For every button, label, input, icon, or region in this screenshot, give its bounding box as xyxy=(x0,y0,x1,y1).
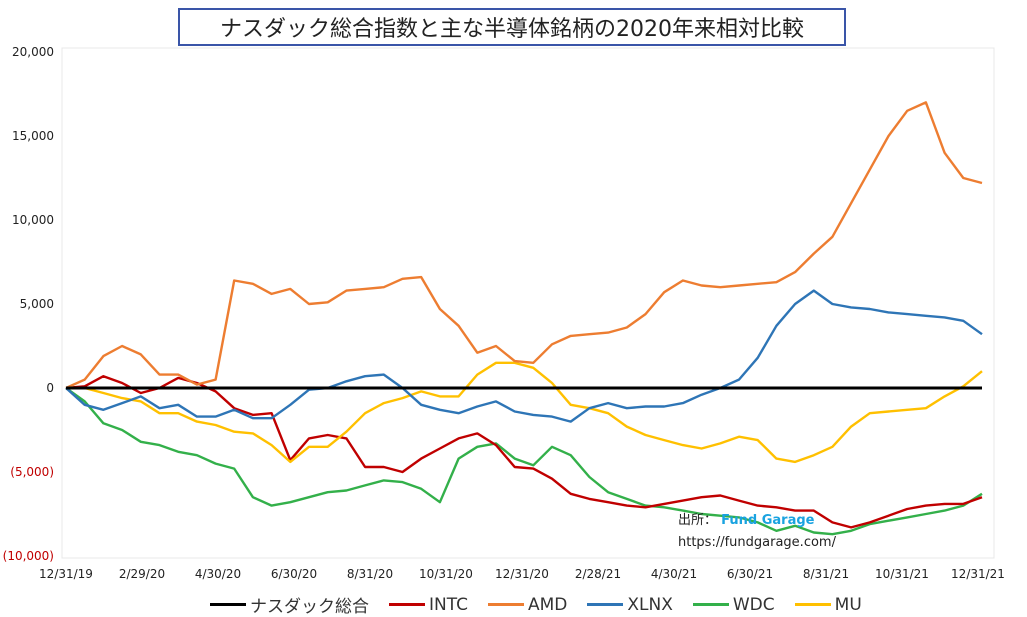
plot-area xyxy=(61,47,995,559)
legend-item: MU xyxy=(794,592,862,617)
x-tick-label: 4/30/21 xyxy=(651,567,697,581)
x-tick-label: 8/31/20 xyxy=(347,567,393,581)
chart-title: ナスダック総合指数と主な半導体銘柄の2020年来相対比較 xyxy=(178,8,846,46)
legend-item: AMD xyxy=(488,592,567,617)
x-tick-label: 8/31/21 xyxy=(803,567,849,581)
legend-item: ナスダック総合 xyxy=(210,592,369,617)
series-line-mu xyxy=(66,361,983,464)
x-axis: 12/31/19 2/29/20 4/30/20 6/30/20 8/31/20 10/3… xyxy=(39,567,1005,581)
series-line-amd xyxy=(65,101,983,390)
x-tick-label: 2/28/21 xyxy=(575,567,621,581)
series-layer xyxy=(65,101,983,536)
legend-swatch xyxy=(794,603,831,606)
source-brand: Fund Garage xyxy=(721,513,815,528)
legend-swatch xyxy=(210,603,246,606)
y-axis: 20,000 15,000 10,000 5,000 0 (5,000) (10,000) xyxy=(3,45,54,563)
legend-swatch xyxy=(488,603,524,606)
legend-item: XLNX xyxy=(587,592,673,617)
series-line-xlnx xyxy=(65,289,983,423)
legend-item: WDC xyxy=(692,592,775,617)
legend-label: AMD xyxy=(528,594,568,615)
legend-swatch xyxy=(587,603,624,606)
x-tick-label: 12/31/19 xyxy=(39,567,93,581)
x-tick-label: 6/30/21 xyxy=(727,567,773,581)
source-label: 出所： xyxy=(678,513,718,528)
y-tick-label: 20,000 xyxy=(12,45,54,59)
legend-item: INTC xyxy=(389,592,468,617)
x-tick-label: 4/30/20 xyxy=(195,567,241,581)
x-tick-label: 10/31/21 xyxy=(875,567,929,581)
x-tick-label: 12/31/21 xyxy=(951,567,1005,581)
series-line-wdc xyxy=(65,387,983,536)
x-tick-label: 12/31/20 xyxy=(495,567,549,581)
source-box: 出所： Fund Garage https://fundgarage.com/ xyxy=(678,510,836,554)
source-url[interactable]: https://fundgarage.com/ xyxy=(678,535,836,550)
y-tick-label: (5,000) xyxy=(10,465,54,479)
x-tick-label: 10/31/20 xyxy=(419,567,473,581)
x-tick-label: 2/29/20 xyxy=(119,567,165,581)
x-tick-label: 6/30/20 xyxy=(271,567,317,581)
series-line-intc xyxy=(65,375,983,529)
legend-label: XLNX xyxy=(627,594,673,615)
y-tick-label: 5,000 xyxy=(20,297,54,311)
legend-label: WDC xyxy=(732,594,775,615)
legend-label: ナスダック総合 xyxy=(250,597,369,617)
y-tick-label: 10,000 xyxy=(12,213,54,227)
legend-swatch xyxy=(692,603,729,606)
y-tick-label: 0 xyxy=(46,381,54,395)
legend-swatch xyxy=(389,603,425,606)
legend-label: MU xyxy=(834,594,862,615)
legend: ナスダック総合 INTC AMD XLNX WDC MU xyxy=(210,592,862,617)
y-tick-label: (10,000) xyxy=(3,549,54,563)
legend-label: INTC xyxy=(429,594,468,615)
y-tick-label: 15,000 xyxy=(12,129,54,143)
